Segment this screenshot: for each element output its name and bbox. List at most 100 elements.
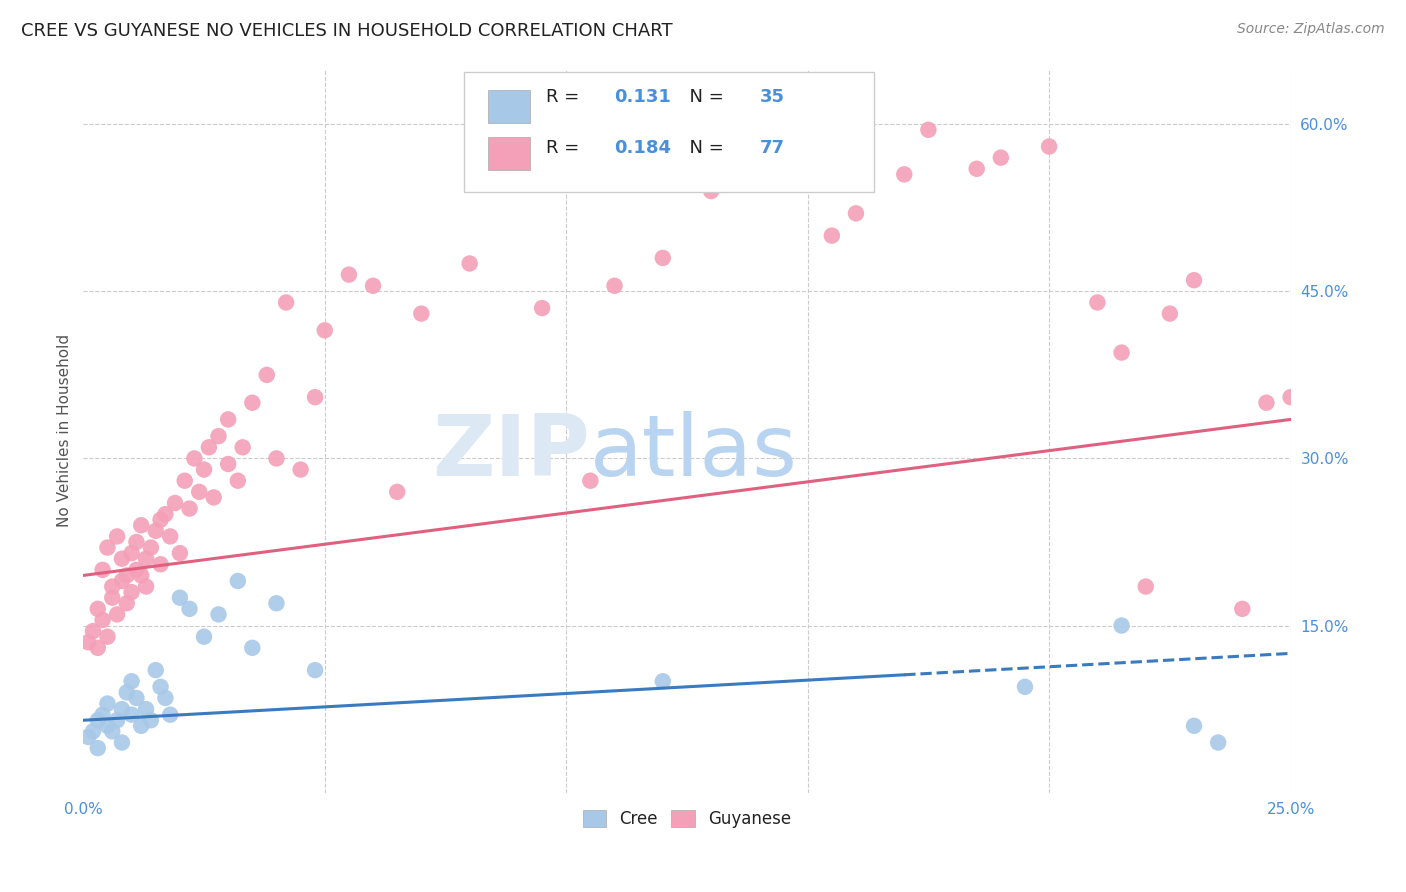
Point bbox=[121, 585, 143, 599]
Point bbox=[290, 462, 312, 476]
Point bbox=[458, 256, 481, 270]
Point bbox=[125, 690, 148, 705]
Point bbox=[1135, 580, 1157, 594]
Point bbox=[125, 563, 148, 577]
Point bbox=[135, 702, 157, 716]
Point bbox=[256, 368, 278, 382]
Y-axis label: No Vehicles in Household: No Vehicles in Household bbox=[58, 334, 72, 527]
Point bbox=[893, 167, 915, 181]
Point bbox=[217, 457, 239, 471]
Text: 77: 77 bbox=[759, 139, 785, 157]
Point bbox=[96, 541, 118, 555]
Point bbox=[337, 268, 360, 282]
Point bbox=[101, 591, 124, 605]
Point bbox=[135, 551, 157, 566]
Point bbox=[603, 278, 626, 293]
Point bbox=[87, 602, 110, 616]
Point bbox=[385, 484, 408, 499]
Point bbox=[129, 518, 152, 533]
Point bbox=[240, 640, 263, 655]
Point bbox=[217, 412, 239, 426]
Point bbox=[1014, 680, 1036, 694]
Point bbox=[155, 507, 177, 521]
Point bbox=[139, 713, 162, 727]
Point bbox=[651, 674, 673, 689]
Point bbox=[179, 602, 201, 616]
Point bbox=[155, 690, 177, 705]
Point bbox=[96, 697, 118, 711]
Point bbox=[125, 535, 148, 549]
Text: ZIP: ZIP bbox=[433, 411, 591, 494]
Point bbox=[121, 707, 143, 722]
Point bbox=[179, 501, 201, 516]
Text: 0.184: 0.184 bbox=[614, 139, 672, 157]
Point bbox=[91, 613, 114, 627]
Point bbox=[121, 546, 143, 560]
Point bbox=[129, 719, 152, 733]
Point bbox=[274, 295, 297, 310]
Text: 35: 35 bbox=[759, 88, 785, 106]
Point bbox=[207, 429, 229, 443]
Point bbox=[361, 278, 384, 293]
Point bbox=[105, 529, 128, 543]
Point bbox=[966, 161, 988, 176]
Point bbox=[163, 496, 186, 510]
Point bbox=[77, 635, 100, 649]
Text: R =: R = bbox=[546, 88, 585, 106]
Point bbox=[198, 440, 221, 454]
Point bbox=[411, 307, 433, 321]
Point bbox=[135, 580, 157, 594]
Point bbox=[111, 702, 134, 716]
Point bbox=[87, 741, 110, 756]
Point bbox=[1279, 390, 1302, 404]
Point bbox=[111, 551, 134, 566]
Point bbox=[169, 591, 191, 605]
Point bbox=[1087, 295, 1109, 310]
Point bbox=[193, 630, 215, 644]
Point bbox=[700, 184, 723, 198]
Point bbox=[101, 580, 124, 594]
Point bbox=[990, 151, 1012, 165]
Point bbox=[314, 323, 336, 337]
Point bbox=[115, 596, 138, 610]
Point bbox=[159, 529, 181, 543]
Point bbox=[207, 607, 229, 622]
Point bbox=[101, 724, 124, 739]
Point bbox=[1111, 618, 1133, 632]
Text: 0.131: 0.131 bbox=[614, 88, 672, 106]
Point bbox=[1232, 602, 1254, 616]
Point bbox=[1159, 307, 1181, 321]
Point bbox=[1206, 735, 1229, 749]
Point bbox=[579, 474, 602, 488]
Point bbox=[845, 206, 868, 220]
Text: N =: N = bbox=[679, 88, 730, 106]
Point bbox=[91, 563, 114, 577]
Point bbox=[96, 719, 118, 733]
Point bbox=[77, 730, 100, 744]
Point bbox=[145, 524, 167, 538]
Point bbox=[115, 568, 138, 582]
Text: Source: ZipAtlas.com: Source: ZipAtlas.com bbox=[1237, 22, 1385, 37]
Point bbox=[651, 251, 673, 265]
Point bbox=[149, 558, 172, 572]
Point bbox=[304, 663, 326, 677]
Text: R =: R = bbox=[546, 139, 585, 157]
Text: atlas: atlas bbox=[591, 411, 799, 494]
Point bbox=[266, 451, 288, 466]
Point bbox=[183, 451, 205, 466]
Point bbox=[111, 735, 134, 749]
Point bbox=[226, 474, 249, 488]
Point bbox=[226, 574, 249, 588]
Point bbox=[1256, 395, 1278, 409]
Point bbox=[105, 607, 128, 622]
Point bbox=[82, 624, 104, 639]
Point bbox=[91, 707, 114, 722]
Point bbox=[1111, 345, 1133, 359]
Point bbox=[82, 724, 104, 739]
Point bbox=[1038, 139, 1060, 153]
Point bbox=[202, 491, 225, 505]
Legend: Cree, Guyanese: Cree, Guyanese bbox=[576, 804, 797, 835]
Point bbox=[240, 395, 263, 409]
Point bbox=[232, 440, 254, 454]
Point bbox=[145, 663, 167, 677]
